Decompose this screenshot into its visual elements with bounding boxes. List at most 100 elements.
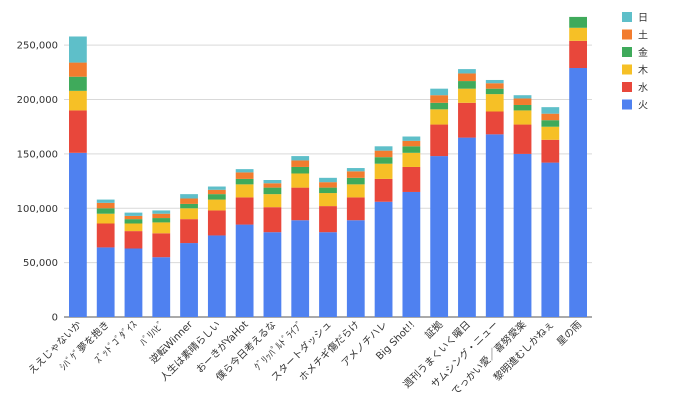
bar-segment <box>346 184 365 198</box>
legend-swatch <box>622 99 632 110</box>
legend-label: 木 <box>638 65 648 77</box>
bar-segment <box>235 178 254 185</box>
bar-segment <box>374 201 393 317</box>
bar-segment <box>374 163 393 179</box>
bar-segment <box>124 223 143 232</box>
bar-segment <box>124 248 143 317</box>
bar-segment <box>458 81 476 89</box>
bar-segment <box>541 139 560 163</box>
bar-segment <box>124 231 143 249</box>
bar-segment <box>180 208 198 220</box>
legend-swatch <box>622 47 632 57</box>
bar-segment <box>319 177 337 183</box>
bar-segment <box>152 222 171 234</box>
legend-label: 火 <box>638 100 648 112</box>
bar-segment <box>402 140 421 147</box>
bar-segment <box>458 69 476 74</box>
y-tick-label: 250,000 <box>17 41 58 52</box>
bar-segment <box>485 134 504 317</box>
bar-segment <box>430 88 449 96</box>
y-tick-label: 200,000 <box>17 95 58 106</box>
bar-segment <box>263 187 282 195</box>
legend-label: 金 <box>638 46 648 59</box>
y-tick-label: 0 <box>52 313 58 324</box>
bar-segment <box>430 156 449 317</box>
y-tick-label: 150,000 <box>17 149 58 160</box>
bar-segment <box>346 168 365 172</box>
x-category-label: ｸﾞﾘｯﾊﾟﾙﾄﾞﾗｲﾌﾞ <box>252 319 306 373</box>
bar-segment <box>263 183 282 188</box>
bar-segment <box>263 194 282 208</box>
bar-segment <box>235 184 254 198</box>
bar-segment <box>346 220 365 317</box>
bar-segment <box>485 111 504 135</box>
bar-segment <box>374 157 393 164</box>
y-tick-label: 50,000 <box>23 258 58 269</box>
bar-segment <box>207 235 226 317</box>
bar-segment <box>485 94 504 112</box>
bar-segment <box>513 153 532 317</box>
bar-segment <box>374 178 393 202</box>
bar-segment <box>96 247 115 317</box>
bar-segment <box>430 109 449 125</box>
bar-segment <box>291 160 310 167</box>
bars <box>69 16 587 317</box>
bar-segment <box>291 220 310 317</box>
bar-segment <box>541 120 560 127</box>
bar-segment <box>152 218 171 223</box>
bar-segment <box>235 197 254 225</box>
bar-segment <box>458 137 476 317</box>
bar-segment <box>402 152 421 167</box>
bar-segment <box>458 88 476 103</box>
bar-segment <box>346 177 365 185</box>
bar-segment <box>485 88 504 95</box>
bar-segment <box>180 203 198 209</box>
bar-segment <box>207 189 226 195</box>
bar-segment <box>319 193 337 207</box>
bar-segment <box>319 182 337 188</box>
bar-segment <box>569 27 587 41</box>
bar-segment <box>458 102 476 138</box>
bar-segment <box>207 194 226 200</box>
legend-swatch <box>622 82 632 92</box>
bar-segment <box>291 156 310 161</box>
bar-segment <box>541 162 560 317</box>
bar-segment <box>235 169 254 173</box>
bar-segment <box>569 68 587 317</box>
bar-segment <box>263 180 282 184</box>
bar-segment <box>235 172 254 179</box>
x-axis-labels: ええじゃないかｼﾊﾞｹﾞ夢を抱きｽﾞｯﾄﾞｺﾞﾀﾞｲｽﾊﾞﾘﾊﾋﾞ逆転Winne… <box>26 317 584 398</box>
legend-swatch <box>622 64 632 75</box>
bar-segment <box>180 243 198 317</box>
bar-segment <box>319 187 337 194</box>
bar-segment <box>319 232 337 317</box>
legend-swatch <box>622 12 632 22</box>
bar-segment <box>402 146 421 153</box>
bar-segment <box>541 126 560 140</box>
bar-segment <box>69 110 87 153</box>
bar-segment <box>291 173 310 188</box>
bar-segment <box>541 113 560 121</box>
legend-swatch <box>622 29 632 40</box>
bar-segment <box>96 202 115 209</box>
bar-segment <box>152 257 171 317</box>
legend-label: 日 <box>638 13 648 24</box>
bar-segment <box>263 207 282 233</box>
bar-segment <box>152 233 171 258</box>
bar-segment <box>513 104 532 111</box>
bar-segment <box>96 199 115 203</box>
bar-segment <box>152 213 171 219</box>
bar-segment <box>263 232 282 317</box>
bar-segment <box>207 186 226 190</box>
bar-segment <box>69 36 87 63</box>
x-category-label: 星の雨 <box>555 319 585 349</box>
bar-segment <box>69 62 87 77</box>
bar-segment <box>458 73 476 82</box>
bar-segment <box>319 206 337 233</box>
bar-segment <box>569 16 587 28</box>
bar-segment <box>541 107 560 114</box>
bar-segment <box>485 83 504 89</box>
bar-segment <box>152 210 171 214</box>
